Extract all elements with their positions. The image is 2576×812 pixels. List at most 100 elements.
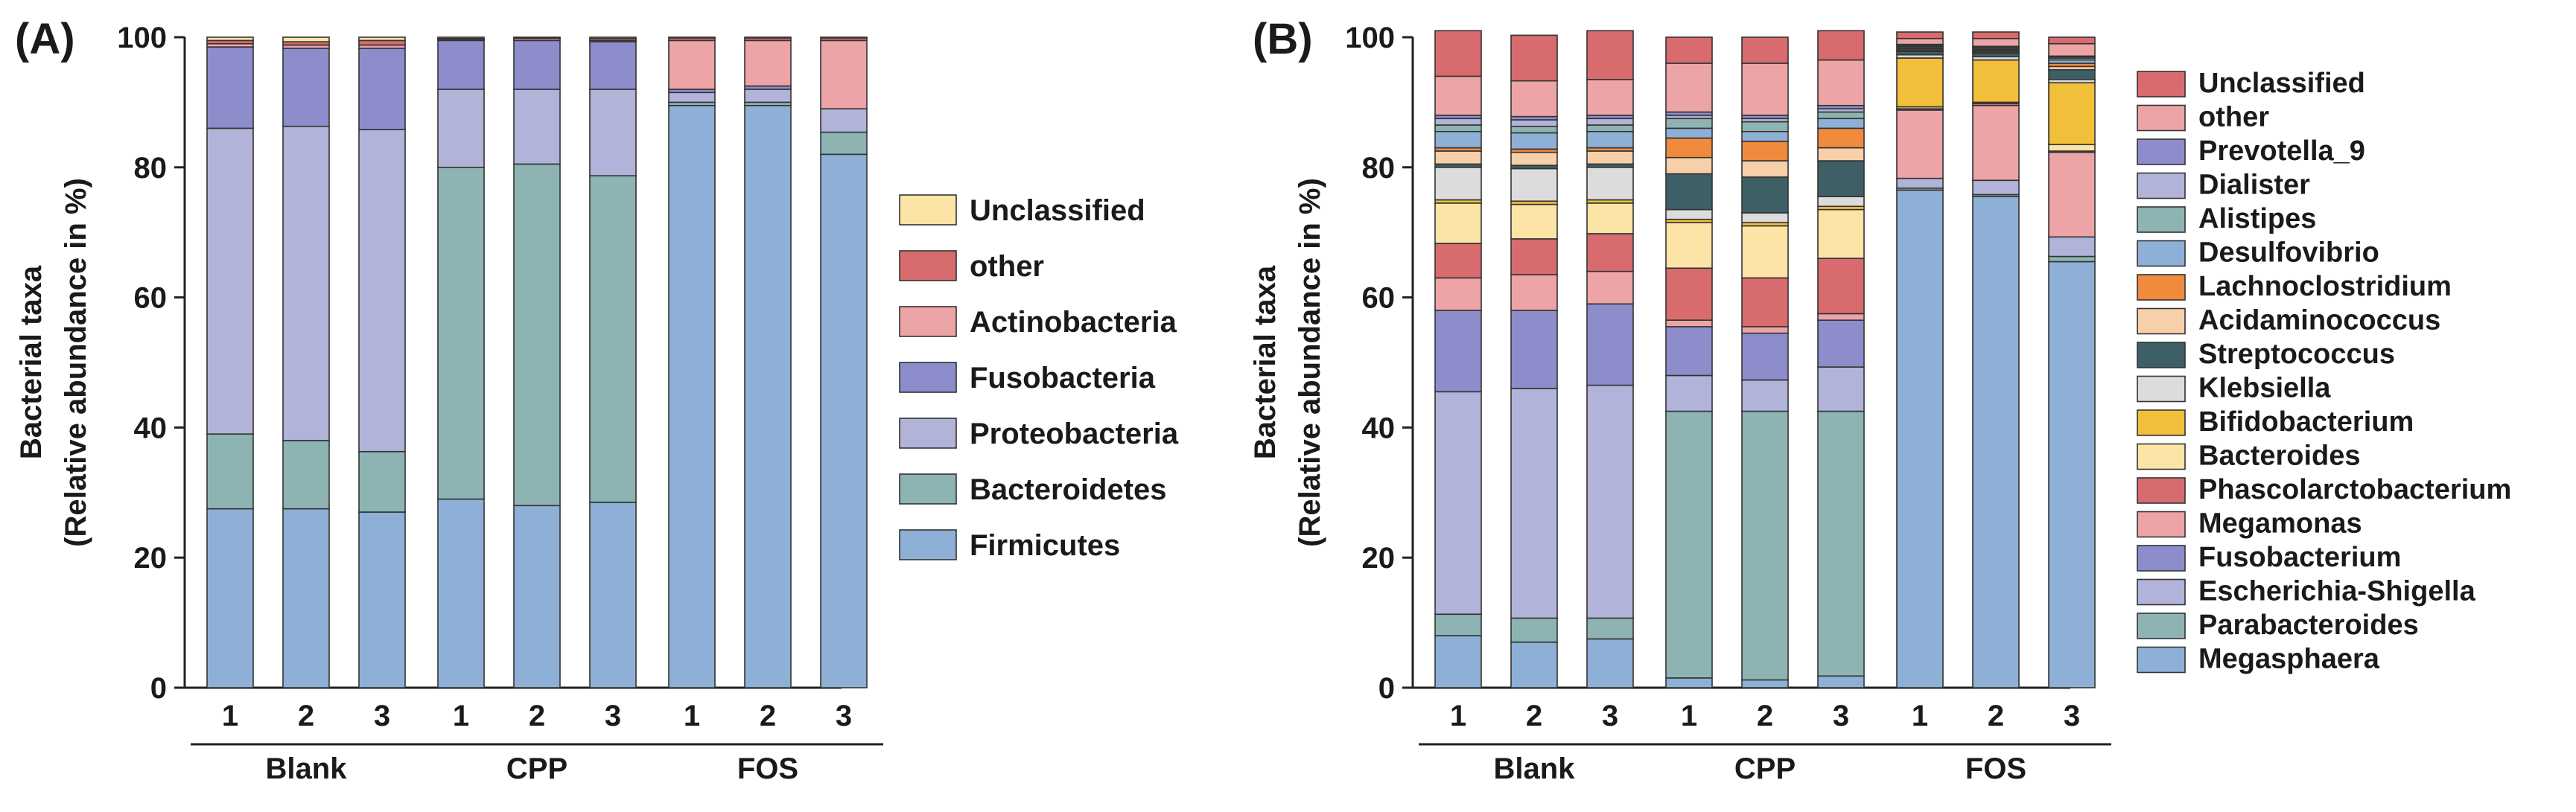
legend-swatch [2137, 545, 2186, 572]
bar-segment-unclassified [589, 36, 637, 39]
bar-segment-unclassified [282, 36, 330, 42]
bar-segment-fusobacteria [437, 39, 485, 90]
bar-segment-bifidobacterium [1896, 57, 1944, 108]
bar-segment-lachnoclostridium [1741, 141, 1789, 162]
y-tick-label: 0 [150, 672, 167, 705]
bar-segment-desulfovibrio [1586, 130, 1634, 149]
bar-segment-fusobacteria [358, 48, 406, 130]
bar-segment-parabacteroides [1434, 613, 1482, 636]
bar-segment-bacteroides [1817, 208, 1865, 259]
y-axis-title: (Relative abundance in %) [1294, 178, 1326, 547]
bar-segment-firmicutes [668, 104, 716, 688]
legend-label: Megamonas [2198, 508, 2362, 540]
legend-swatch [2137, 613, 2186, 639]
bar-segment-parabacteroides [1665, 410, 1713, 679]
bar-segment-escherichia-shigella [1586, 384, 1634, 619]
bar-segment-firmicutes [744, 104, 792, 688]
bar-segment-unclassified [358, 36, 406, 42]
legend-swatch [2137, 578, 2186, 606]
x-tick-label: 1 [222, 700, 238, 732]
legend-swatch [899, 473, 957, 505]
bar-segment-megamonas [1972, 104, 2020, 182]
bar-segment-klebsiella [1510, 167, 1558, 202]
legend-swatch [899, 306, 957, 337]
bar-segment-escherichia-shigella [1665, 374, 1713, 412]
x-tick-label: 2 [298, 700, 314, 732]
bar-segment-bifidobacterium [2048, 82, 2096, 146]
legend-swatch [899, 362, 957, 393]
y-tick-label: 40 [1362, 412, 1396, 444]
bar-segment-other [1741, 63, 1789, 116]
bar-segment-other [1665, 63, 1713, 113]
legend-label: Streptococcus [2198, 339, 2395, 370]
x-tick-label: 1 [1912, 700, 1928, 732]
group-label: FOS [737, 752, 798, 785]
x-tick-label: 1 [1681, 700, 1697, 732]
legend-swatch [2137, 138, 2186, 165]
bar-segment-firmicutes [358, 511, 406, 688]
bar-segment-escherichia-shigella [1972, 179, 2020, 196]
bar-segment-desulfovibrio [1741, 130, 1789, 142]
bar-segment-unclassified [1665, 36, 1713, 64]
x-tick-label: 2 [1757, 700, 1773, 732]
bar-segment-firmicutes [437, 498, 485, 688]
bar-segment-firmicutes [206, 508, 254, 688]
bar-segment-acidaminococcus [1510, 151, 1558, 166]
bar-segment-megasphaera [1665, 677, 1713, 688]
legend-swatch [2137, 206, 2186, 233]
bar-segment-bacteroidetes [282, 440, 330, 510]
bar-segment-firmicutes [513, 505, 561, 688]
bar-segment-alistipes [1434, 124, 1482, 132]
x-tick-label: 2 [1526, 700, 1542, 732]
bar-segment-fusobacteria [513, 39, 561, 90]
bar-segment-fusobacteria [282, 48, 330, 127]
y-tick-label: 60 [1362, 282, 1396, 315]
bar-segment-parabacteroides [1510, 617, 1558, 643]
bar-segment-megasphaera [1896, 189, 1944, 688]
bar-segment-megamonas [1896, 109, 1944, 179]
chart-panel-1: (B) Bacterial taxa (Relative abundance in … [1249, 15, 2511, 785]
legend-swatch [2137, 511, 2186, 538]
bar-segment-phascolarctobacterium [1741, 277, 1789, 327]
legend-label: Unclassified [2198, 68, 2365, 99]
bar-segment-alistipes [1817, 111, 1865, 120]
legend-label: Dialister [2198, 170, 2310, 201]
x-tick-label: 2 [1988, 700, 2004, 732]
bar-segment-fusobacterium [1665, 326, 1713, 377]
bar-segment-unclassified [820, 36, 868, 39]
bar-segment-proteobacteria [358, 129, 406, 453]
legend-label: Alistipes [2198, 203, 2316, 234]
bar-segment-streptococcus [1665, 173, 1713, 211]
legend-swatch [899, 250, 957, 281]
bar-segment-other [1972, 37, 2020, 48]
bar-segment-parabacteroides [2048, 255, 2096, 263]
bar-segment-desulfovibrio [1434, 130, 1482, 149]
legend-label: Firmicutes [970, 529, 1120, 562]
bar-segment-bacteroides [1741, 225, 1789, 279]
legend-label: other [970, 250, 1044, 283]
y-tick-label: 20 [1362, 542, 1396, 575]
group-label: Blank [266, 752, 348, 785]
bar-segment-klebsiella [1817, 196, 1865, 208]
x-tick-label: 3 [836, 700, 852, 732]
bar-segment-proteobacteria [668, 92, 716, 103]
bar-segment-bacteroidetes [437, 167, 485, 500]
bar-segment-megasphaera [1586, 638, 1634, 688]
bar-segment-unclassified [1896, 31, 1944, 39]
bar-segment-bacteroides [1665, 222, 1713, 269]
bar-segment-unclassified [668, 36, 716, 39]
bar-segment-unclassified [744, 36, 792, 39]
bar-segment-proteobacteria [282, 125, 330, 441]
legend-label: Fusobacteria [970, 362, 1156, 394]
legend-label: Actinobacteria [970, 306, 1177, 339]
legend-label: Fusobacterium [2198, 542, 2401, 573]
bar-segment-megasphaera [1817, 675, 1865, 688]
bar-segment-desulfovibrio [1817, 118, 1865, 130]
bar-segment-fusobacteria [206, 46, 254, 130]
x-tick-label: 1 [684, 700, 700, 732]
bar-segment-megamonas [1665, 319, 1713, 327]
bar-segment-proteobacteria [513, 89, 561, 165]
bar-segment-phascolarctobacterium [1817, 258, 1865, 315]
